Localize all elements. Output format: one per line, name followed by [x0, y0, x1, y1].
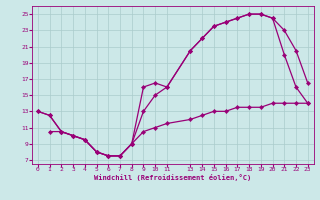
X-axis label: Windchill (Refroidissement éolien,°C): Windchill (Refroidissement éolien,°C) [94, 174, 252, 181]
